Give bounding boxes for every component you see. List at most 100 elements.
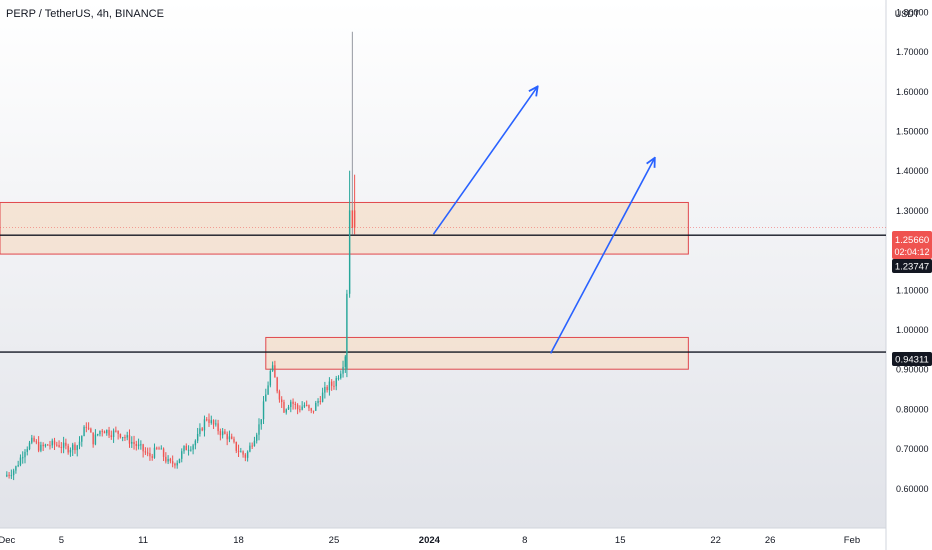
candle-body-24 — [60, 446, 63, 448]
y-tick-label-4: 1.00000 — [896, 325, 929, 335]
candle-body-121 — [280, 399, 283, 403]
candle-body-73 — [171, 461, 174, 464]
candle-body-113 — [262, 401, 265, 420]
currency-button[interactable]: USDT — [894, 9, 920, 19]
candle-body-62 — [146, 452, 149, 454]
candle-body-97 — [226, 433, 228, 440]
plot-background — [0, 0, 886, 528]
candle-body-101 — [235, 441, 237, 451]
candle-body-78 — [183, 445, 185, 452]
x-axis-layer: Dec 5 11 18 25 2024 8 15 22 26 Feb — [0, 535, 860, 546]
x-tick-label-7: 15 — [615, 535, 626, 546]
candle-body-52 — [124, 437, 126, 439]
candle-body-150 — [346, 293, 348, 370]
y-tick-label-12: 1.80000 — [896, 7, 929, 17]
candle-body-45 — [108, 429, 110, 436]
spike-candle-body — [351, 210, 354, 228]
current-price-badge: 1.25660 02:04:12 — [892, 231, 932, 259]
candle-body-49 — [117, 430, 119, 434]
x-tick-label-3: 18 — [233, 535, 244, 546]
candle-body-14 — [37, 441, 40, 451]
candle-body-90 — [210, 420, 212, 423]
zones-layer — [0, 201, 689, 370]
candle-body-0 — [6, 474, 8, 477]
y-tick-label-1: 0.70000 — [896, 444, 929, 454]
candle-body-56 — [133, 441, 135, 445]
candle-body-71 — [167, 458, 169, 462]
x-tick-label-10: Feb — [844, 535, 860, 546]
candle-body-118 — [274, 365, 276, 378]
candle-body-47 — [112, 430, 115, 438]
candle-body-17 — [44, 444, 47, 447]
candle-body-124 — [287, 406, 290, 410]
candle-body-41 — [99, 430, 101, 435]
candle-body-119 — [276, 377, 278, 392]
candle-body-145 — [335, 378, 337, 387]
candle-body-20 — [51, 440, 53, 446]
candle-body-66 — [156, 447, 158, 449]
candle-body-3 — [12, 470, 15, 476]
candle-body-111 — [258, 424, 260, 435]
candle-body-42 — [101, 430, 103, 432]
candle-body-55 — [131, 441, 133, 444]
candle-body-16 — [42, 444, 44, 447]
x-tick-label-6: 8 — [522, 535, 527, 546]
candle-body-38 — [92, 432, 94, 445]
y-tick-label-7: 1.30000 — [896, 206, 929, 216]
time-axis-background — [0, 528, 932, 550]
projection-arrow-0[interactable] — [432, 87, 537, 235]
y-tick-label-2: 0.80000 — [896, 404, 929, 414]
candle-body-70 — [165, 456, 167, 462]
projection-arrow-1[interactable] — [549, 159, 655, 354]
candle-body-93 — [217, 423, 219, 432]
candle-body-104 — [242, 451, 244, 455]
candle-body-69 — [162, 448, 165, 457]
candle-body-108 — [251, 445, 253, 447]
candle-body-88 — [206, 419, 208, 421]
candle-body-128 — [296, 404, 299, 410]
lower-line-price-badge: 0.94311 — [892, 352, 932, 366]
candle-body-43 — [103, 431, 106, 434]
candle-body-29 — [71, 444, 74, 450]
candle-body-134 — [310, 408, 312, 411]
y-tick-label-0: 0.60000 — [896, 484, 929, 494]
candle-body-22 — [56, 444, 58, 446]
candle-body-132 — [305, 404, 308, 406]
candles-layer — [6, 31, 356, 481]
candle-body-54 — [128, 435, 131, 444]
support-resistance-zone-1[interactable] — [265, 336, 689, 370]
candle-body-151 — [348, 210, 351, 294]
candle-body-68 — [160, 448, 163, 450]
candle-body-53 — [126, 435, 128, 438]
chart-title: PERP / TetherUS, 4h, BINANCE — [6, 8, 164, 20]
candle-body-138 — [319, 400, 322, 402]
candle-body-96 — [224, 431, 226, 434]
candle-body-51 — [121, 437, 124, 439]
candle-body-100 — [233, 438, 235, 442]
candle-body-117 — [271, 365, 274, 372]
candle-body-4 — [15, 466, 17, 471]
candle-body-10 — [28, 442, 31, 450]
candle-body-137 — [317, 400, 319, 403]
candle-body-9 — [26, 449, 28, 452]
candle-body-79 — [185, 445, 187, 451]
candle-body-31 — [76, 445, 78, 451]
candle-body-27 — [67, 445, 69, 453]
candle-body-72 — [169, 458, 172, 462]
candle-body-107 — [249, 445, 251, 452]
candle-body-92 — [215, 423, 217, 425]
candle-body-103 — [240, 451, 242, 453]
current-price-badge-bg — [892, 231, 932, 259]
candle-body-131 — [303, 404, 306, 407]
candle-body-13 — [35, 441, 38, 443]
candle-body-148 — [342, 366, 344, 374]
support-resistance-zone-0[interactable] — [0, 201, 689, 255]
candle-body-147 — [340, 373, 342, 379]
candle-body-44 — [106, 429, 108, 434]
candle-body-89 — [208, 419, 210, 423]
candle-body-25 — [62, 442, 65, 448]
candle-body-48 — [115, 430, 117, 432]
candle-body-127 — [294, 403, 297, 405]
candle-body-18 — [47, 444, 49, 446]
